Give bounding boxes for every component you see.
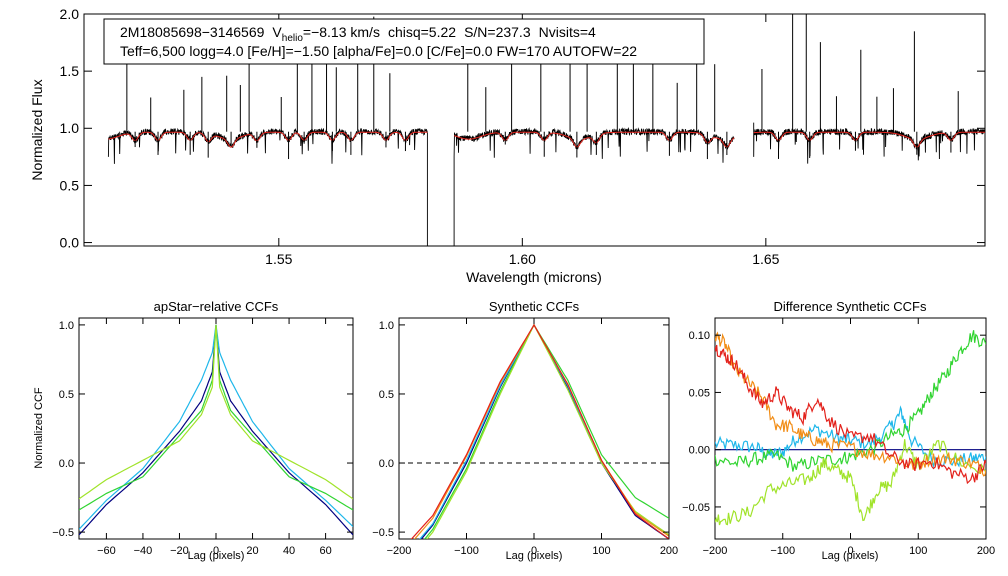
x-tick-label: 0	[847, 545, 853, 557]
y-tick-label: 2.0	[60, 6, 80, 22]
spectrum-ylabel: Normalized Flux	[29, 79, 45, 180]
apstar-xlabel: Lag (pixels)	[188, 550, 245, 562]
y-tick-label: −0.05	[682, 502, 710, 514]
x-tick-label: 1.60	[509, 251, 536, 267]
apstar-panel: apStar−relative CCFs −60 −40 −20 0 20 40 60 −0.…	[33, 299, 354, 562]
y-tick-label: 1.0	[59, 320, 74, 332]
ccf-series-visit-5	[715, 344, 986, 485]
ccf-series-visit-4	[413, 323, 669, 539]
spectrum-xlabel: Wavelength (microns)	[466, 269, 602, 285]
x-tick-label: −200	[703, 545, 728, 557]
y-tick-label: 0.5	[59, 389, 74, 401]
y-tick-label: 0.0	[59, 458, 74, 470]
spectrum-ticks: 1.55 1.60 1.65 0.0 0.5 1.0 1.5 2.0	[60, 6, 985, 267]
y-tick-label: 1.5	[60, 63, 80, 79]
y-tick-label: −0.5	[372, 527, 394, 539]
vhelio-subscript: helio	[282, 33, 304, 44]
x-tick-label: 200	[660, 545, 678, 557]
y-tick-label: 1.0	[60, 120, 80, 136]
x-tick-label: 1.65	[752, 251, 779, 267]
x-tick-label: −100	[770, 545, 795, 557]
difference-title: Difference Synthetic CCFs	[774, 299, 927, 314]
ccf-series-combined	[79, 324, 353, 536]
x-tick-label: −100	[454, 545, 479, 557]
ccf-series-visit-2	[715, 330, 986, 472]
y-tick-label: 0.0	[379, 458, 394, 470]
y-tick-label: 0.5	[379, 389, 394, 401]
vhelio-prefix: V	[272, 24, 282, 40]
x-tick-label: 1.55	[265, 251, 292, 267]
synthetic-ticks: −200 −100 0 100 200 −0.5 0.0 0.5 1.0	[372, 318, 678, 557]
synthetic-title: Synthetic CCFs	[489, 299, 580, 314]
x-tick-label: −200	[387, 545, 412, 557]
x-tick-label: 40	[283, 545, 295, 557]
synthetic-xlabel: Lag (pixels)	[506, 550, 563, 562]
annotation-line2: Teff=6,500 logg=4.0 [Fe/H]=−1.50 [alpha/…	[120, 43, 637, 59]
difference-curves	[715, 330, 986, 526]
ccf-series-visit-3	[715, 439, 986, 526]
ccf-series-visit-5	[410, 323, 669, 539]
snr: S/N=237.3	[464, 24, 531, 40]
observed-spectrum	[453, 126, 735, 246]
x-tick-label: 100	[909, 545, 927, 557]
apstar-title: apStar−relative CCFs	[154, 299, 279, 314]
spectrum-series-group	[107, 14, 985, 246]
ccf-series-combined	[420, 323, 669, 539]
x-tick-label: 0	[213, 545, 219, 557]
y-tick-label: 0.5	[60, 177, 80, 193]
y-tick-label: 0.00	[689, 445, 710, 457]
nvisits: Nvisits=4	[539, 24, 596, 40]
ccf-series-visit-2	[79, 324, 353, 511]
y-tick-label: 0.05	[689, 387, 710, 399]
star-id: 2M18085698−3146569	[120, 24, 265, 40]
ccf-series-visit-3	[79, 324, 353, 500]
x-tick-label: 200	[977, 545, 995, 557]
spectrum-curves	[107, 14, 985, 246]
difference-frame	[714, 317, 987, 540]
observed-spectrum	[753, 122, 985, 164]
model-spectrum	[453, 131, 735, 148]
vhelio-value: =−8.13 km/s	[303, 24, 380, 40]
observed-spectrum	[107, 127, 428, 246]
apstar-series-group	[79, 324, 353, 536]
synthetic-curves	[399, 323, 669, 539]
model-spectrum	[753, 131, 985, 148]
x-tick-label: −60	[97, 545, 116, 557]
difference-xlabel: Lag (pixels)	[822, 550, 879, 562]
chisq: chisq=5.22	[388, 24, 456, 40]
x-tick-label: −20	[170, 545, 189, 557]
y-tick-label: 0.0	[60, 234, 80, 250]
annotation-box	[103, 18, 705, 65]
x-tick-label: 20	[246, 545, 258, 557]
x-tick-label: −40	[134, 545, 153, 557]
ccf-series-visit-1	[419, 323, 669, 539]
annotation-line1: 2M18085698−3146569 Vhelio=−8.13 km/s chisq…	[120, 24, 596, 44]
apstar-ylabel: Normalized CCF	[33, 387, 45, 469]
difference-panel: Difference Synthetic CCFs −200 −100 0 100 20…	[682, 299, 995, 562]
x-tick-label: 60	[319, 545, 331, 557]
model-spectrum	[108, 131, 428, 148]
apstar-ticks: −60 −40 −20 0 20 40 60 −0.5 0.0 0.5 1.0	[52, 318, 353, 557]
synthetic-series-group	[399, 323, 669, 539]
y-tick-label: −0.5	[52, 527, 74, 539]
difference-ticks: −200 −100 0 100 200 −0.05 0.00 0.05 0.10	[682, 318, 995, 557]
y-tick-label: 0.10	[689, 330, 710, 342]
difference-series-group	[715, 330, 986, 526]
synthetic-panel: Synthetic CCFs −200 −100 0 100 200 −0.5 0.0 0.5…	[372, 299, 678, 562]
apstar-frame	[78, 317, 354, 540]
x-tick-label: 0	[531, 545, 537, 557]
spectrum-panel: 1.55 1.60 1.65 0.0 0.5 1.0 1.5 2.0 Wavelength (…	[29, 6, 986, 285]
apstar-curves	[79, 324, 353, 536]
y-tick-label: 1.0	[379, 320, 394, 332]
x-tick-label: 100	[592, 545, 610, 557]
ccf-series-visit-1	[79, 324, 353, 530]
